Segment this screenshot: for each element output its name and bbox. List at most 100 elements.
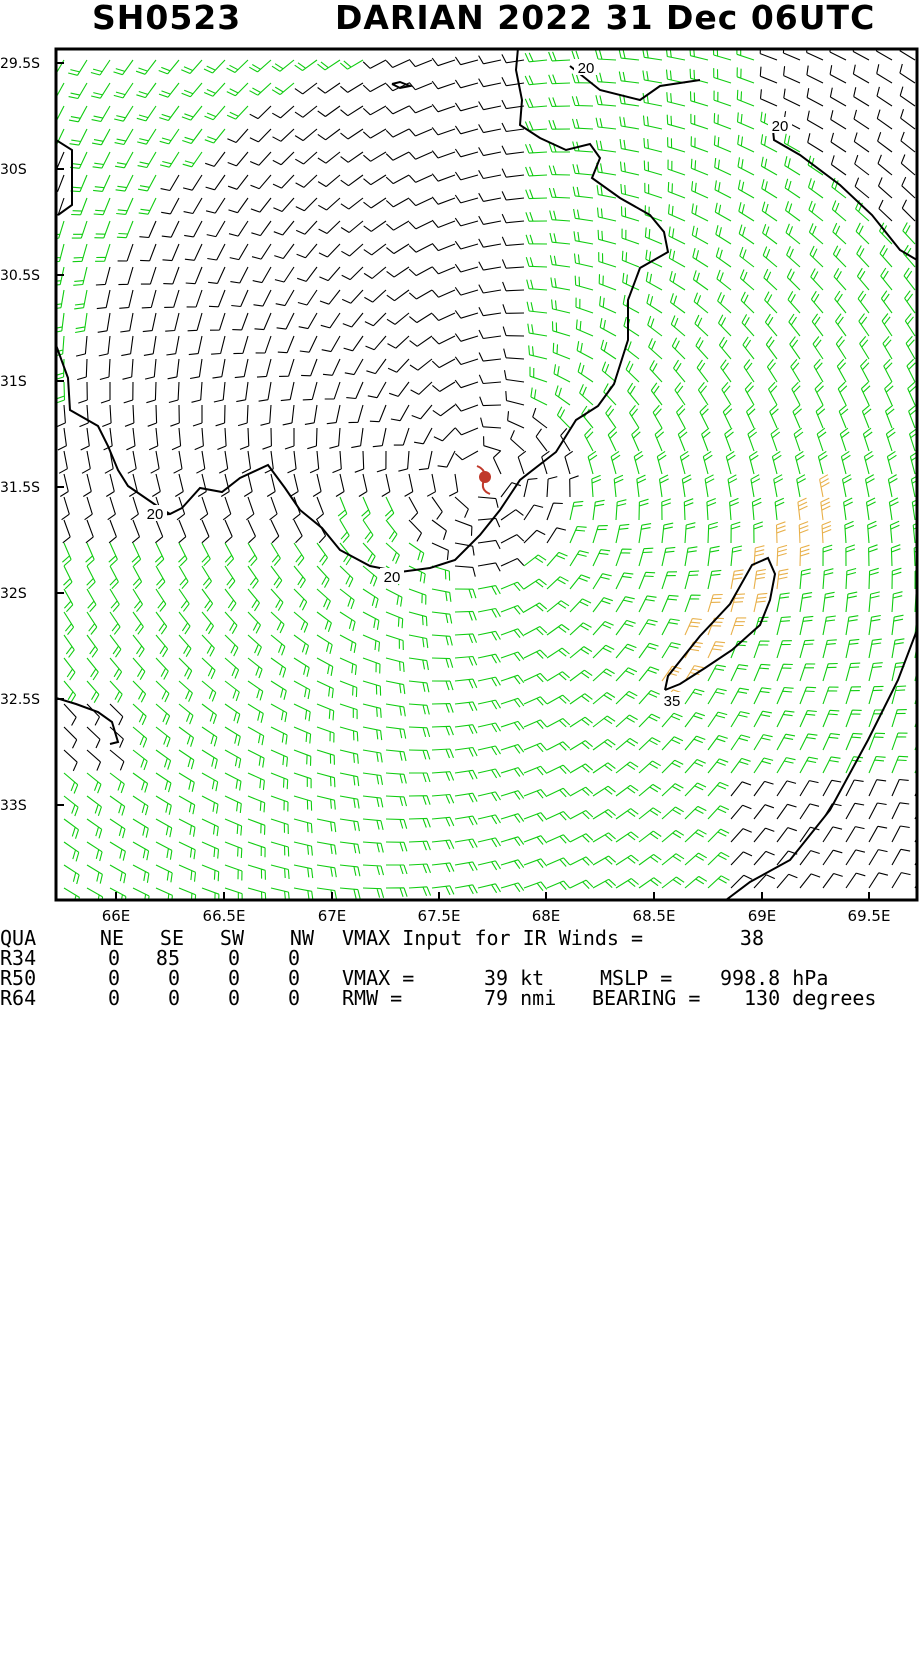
wind-barb: [500, 509, 524, 521]
wind-barb: [322, 358, 341, 376]
wind-barb: [363, 174, 387, 186]
wind-barb: [478, 147, 502, 157]
mslp-value: 998.8 hPa: [720, 966, 829, 990]
lon-label: 68.5E: [632, 907, 676, 925]
wind-barb: [753, 521, 763, 544]
wind-barb: [109, 726, 124, 748]
wind-barb: [477, 562, 501, 572]
wind-barb: [636, 474, 647, 498]
wind-barb: [730, 687, 749, 705]
wind-barb: [63, 818, 80, 839]
wind-barb: [592, 620, 614, 636]
wind-barb: [615, 572, 634, 590]
wind-barb: [644, 182, 663, 199]
wind-barb: [256, 358, 272, 378]
wind-barb: [178, 542, 188, 567]
wind-barb: [293, 818, 313, 834]
wind-barb: [619, 161, 640, 176]
wind-barb: [666, 92, 686, 107]
wind-barb: [431, 885, 455, 896]
wind-barb: [888, 497, 899, 521]
wind-barb: [164, 289, 180, 308]
wind-barb: [789, 336, 801, 360]
wind-barb: [783, 66, 801, 84]
wind-barb: [246, 496, 255, 521]
wind-barb: [764, 313, 778, 337]
wind-barb: [385, 611, 404, 629]
lat-label: 31S: [0, 374, 27, 390]
wind-barb: [271, 59, 295, 72]
wind-barb: [830, 110, 847, 130]
wind-barb: [785, 223, 801, 245]
wind-barb: [74, 289, 88, 310]
wind-barb: [569, 810, 594, 820]
wind-barb: [408, 197, 433, 207]
wind-barb: [106, 473, 115, 497]
wind-barb: [782, 49, 801, 61]
wind-barb: [132, 841, 150, 861]
wind-barb: [906, 358, 916, 383]
wind-barb: [247, 519, 257, 544]
wind-barb: [293, 611, 309, 633]
wind-barb: [615, 499, 627, 521]
wind-barb: [592, 832, 616, 843]
wind-barb: [548, 74, 571, 85]
wind-barb: [131, 542, 142, 567]
wind-barb: [776, 803, 797, 820]
wind-barb: [231, 289, 249, 308]
wind-barb: [249, 105, 272, 120]
wind-barb: [787, 291, 801, 314]
wind-barb: [615, 548, 632, 567]
wind-barb: [170, 404, 180, 427]
wind-barb: [690, 136, 709, 153]
wind-barb: [868, 849, 888, 866]
wind-barb: [759, 66, 778, 84]
wind-barb: [385, 749, 407, 762]
wind-barb: [362, 59, 387, 69]
wind-barb: [830, 155, 847, 176]
wind-barb: [832, 222, 847, 245]
wind-barb: [546, 671, 570, 682]
wind-barb: [569, 500, 584, 521]
wind-barb: [260, 404, 272, 426]
wind-barb: [535, 428, 548, 452]
wind-barb: [326, 404, 341, 425]
wind-barb: [386, 220, 410, 231]
wind-barb: [500, 697, 525, 708]
wind-barb: [163, 266, 180, 285]
wind-barb: [615, 854, 639, 866]
wind-barb: [454, 286, 479, 296]
wind-barb: [689, 91, 709, 107]
wind-barb: [523, 672, 548, 683]
table-cell: 0: [107, 986, 120, 1010]
wind-barb: [95, 266, 111, 286]
wind-barb: [707, 711, 728, 728]
wind-barb: [667, 181, 686, 199]
wind-barb: [91, 105, 111, 123]
wind-barb: [615, 737, 639, 751]
wind-barb: [129, 473, 138, 497]
wind-barb: [155, 565, 166, 590]
wind-barb: [201, 565, 212, 589]
wind-barb: [385, 887, 408, 897]
wind-barb: [201, 749, 218, 769]
wind-barb: [109, 864, 127, 884]
wind-barb: [431, 196, 456, 205]
wind-barb: [431, 634, 453, 646]
wind-barb: [201, 841, 220, 859]
wind-barb: [784, 201, 801, 222]
wind-barb: [793, 427, 804, 452]
wind-barb: [132, 726, 148, 748]
wind-barb: [643, 138, 663, 153]
wind-barb: [354, 450, 365, 473]
wind-barb: [776, 592, 790, 613]
wind-barb: [478, 352, 502, 362]
wind-barb: [408, 680, 430, 693]
lon-label: 68E: [531, 907, 561, 925]
wind-barb: [629, 405, 640, 429]
wind-barb: [255, 335, 272, 354]
wind-barb: [411, 404, 433, 420]
wind-barb: [569, 646, 593, 659]
wind-barb: [569, 475, 579, 498]
wind-barb: [808, 223, 824, 245]
